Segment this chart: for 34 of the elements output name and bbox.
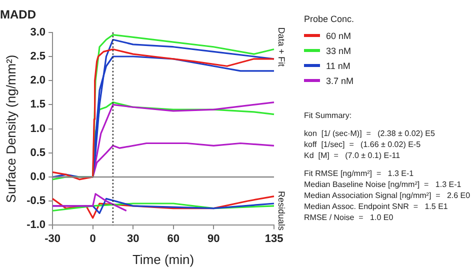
y-tick-label: -1.0 <box>26 219 46 232</box>
y-tick-label: 1.0 <box>30 122 46 135</box>
y-axis-title: Surface Density (ng/mm²) <box>3 54 18 203</box>
x-tick-label: -30 <box>44 232 61 245</box>
text: Residuals <box>276 190 287 231</box>
y-tick-label: 2.0 <box>30 74 46 87</box>
y-tick-label: 0.5 <box>30 146 46 159</box>
text: koff [1/sec] = (1.66 ± 0.02) E-5 <box>304 139 422 150</box>
legend-label: 3.7 nM <box>326 76 354 86</box>
x-tick-label: 90 <box>207 232 220 245</box>
y-tick-label: 1.5 <box>30 98 46 111</box>
text: Median Assoc. Endpoint SNR = 1.5 E1 <box>304 201 449 212</box>
legend-label: 33 nM <box>326 46 352 56</box>
y-tick-label: 2.5 <box>30 50 46 63</box>
y-tick-label: -0.5 <box>26 195 46 208</box>
text: Fit RMSE [ng/mm²] = 1.3 E-1 <box>304 168 415 179</box>
text: kon [1/ (sec·M)] = (2.38 ± 0.02) E5 <box>304 128 436 139</box>
text: Data + Fit <box>276 27 287 67</box>
legend-label: 11 nM <box>326 60 350 70</box>
legend-title: Probe Conc. <box>304 14 356 24</box>
x-axis-title: Time (min) <box>132 252 194 267</box>
y-tick-label: 3.0 <box>30 26 46 38</box>
x-tick-label: 60 <box>167 232 180 245</box>
text: Kd [M] = (7.0 ± 0.1) E-11 <box>304 150 402 161</box>
text: Median Association Signal [ng/mm²] = 2.6 E0 <box>304 190 472 201</box>
x-tick-label: 30 <box>126 232 140 245</box>
text: Median Baseline Noise [ng/mm²] = 1.3 E-1 <box>304 179 462 190</box>
x-tick-label: 0 <box>90 232 96 245</box>
legend-label: 60 nM <box>326 30 352 40</box>
chart-title: MADD <box>0 8 36 22</box>
y-tick-label: 0.0 <box>30 171 46 184</box>
text: RMSE / Noise = 1.0 E0 <box>304 212 394 223</box>
text: Fit Summary: <box>304 110 353 121</box>
x-tick-label: 135 <box>264 232 284 245</box>
